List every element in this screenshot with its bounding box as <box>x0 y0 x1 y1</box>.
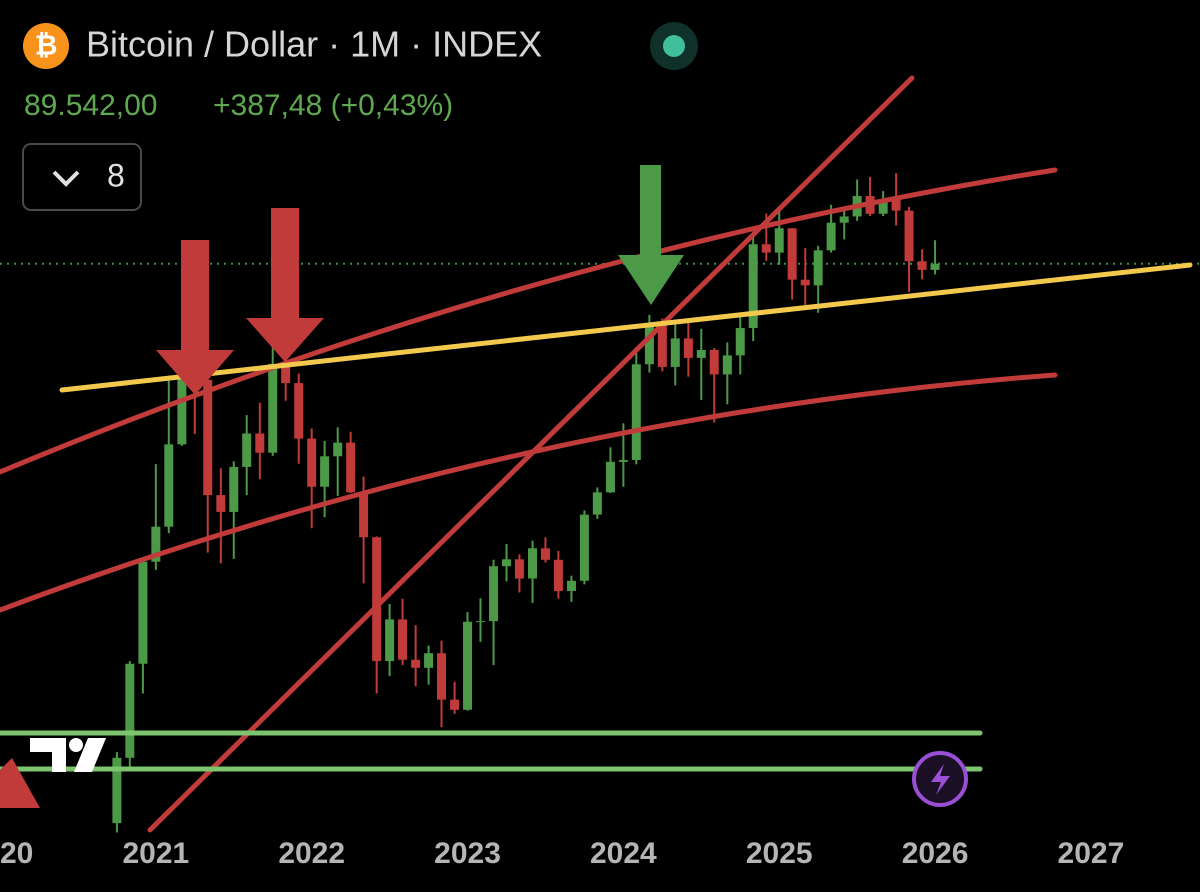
candle-body <box>151 526 161 562</box>
candle-body <box>164 444 174 527</box>
candle-body <box>761 244 771 253</box>
candle-body <box>735 328 745 356</box>
x-tick-label: 2023 <box>434 837 501 870</box>
candle-body <box>268 363 278 453</box>
candle-body <box>320 456 330 487</box>
candle-body <box>475 621 485 623</box>
candle-body <box>203 379 213 496</box>
candle-body <box>618 460 628 462</box>
last-price: 89.542,00 <box>24 89 157 122</box>
candle-body <box>372 537 382 662</box>
coin-icon <box>23 23 69 69</box>
candle-body <box>800 279 810 286</box>
candle-body <box>553 559 563 591</box>
candle-body <box>514 559 524 579</box>
indicator-count: 8 <box>107 157 125 193</box>
candle-body <box>489 566 499 622</box>
indicators-toggle[interactable] <box>22 143 142 211</box>
down-arrow <box>618 165 684 305</box>
logo-part <box>74 738 106 772</box>
candle-body <box>670 338 680 367</box>
candle-body <box>917 261 927 270</box>
trend-curve <box>0 167 1058 475</box>
candle-body <box>229 466 239 512</box>
chevron <box>52 170 80 187</box>
down-arrow <box>156 240 234 395</box>
candle-body <box>307 438 317 487</box>
candle-body <box>839 216 849 223</box>
candle-body <box>411 659 421 668</box>
candle-body <box>424 653 434 668</box>
drawings <box>0 75 1193 833</box>
tradingview-logo <box>30 738 106 772</box>
candle-body <box>540 548 550 560</box>
candle-body <box>216 495 226 512</box>
x-tick-label: 2024 <box>590 837 657 870</box>
candle-body <box>709 350 719 375</box>
candle-body <box>605 461 615 493</box>
candle-body <box>138 561 148 664</box>
candle-body <box>748 244 758 329</box>
support-line <box>59 262 1193 393</box>
candle-body <box>644 323 654 365</box>
candle-body <box>528 548 538 579</box>
candle-body <box>904 210 914 262</box>
candle-body <box>177 374 187 445</box>
marker <box>0 758 40 808</box>
candle-body <box>359 492 369 538</box>
candle-body <box>437 653 447 700</box>
candle-body <box>294 383 304 439</box>
flash-icon <box>931 764 950 795</box>
candle-body <box>657 323 667 367</box>
candle-body <box>566 580 576 591</box>
candles <box>0 173 1200 833</box>
price-change: +387,48 (+0,43%) <box>213 89 453 122</box>
candle-body <box>631 364 641 461</box>
x-tick-label: 2025 <box>746 837 813 870</box>
candle-body <box>930 263 940 270</box>
x-tick-label: 2027 <box>1058 837 1125 870</box>
symbol-title: Bitcoin / Dollar · 1M · INDEX <box>86 24 542 65</box>
candle-body <box>398 619 408 660</box>
candle-body <box>579 514 589 581</box>
x-tick-label: 2021 <box>122 837 189 870</box>
candle-body <box>242 433 252 467</box>
trend-curve <box>0 372 1058 613</box>
candle-body <box>255 433 265 453</box>
candle-body <box>450 699 460 710</box>
candle-body <box>463 621 473 710</box>
candle-body <box>813 250 823 286</box>
x-axis: 20 2021 2022 2023 2024 2025 2026 2027 <box>0 830 1124 870</box>
x-tick-label: 2022 <box>278 837 345 870</box>
candle-body <box>696 350 706 358</box>
candle-body <box>346 442 356 493</box>
x-tick-label: 20 <box>0 837 33 870</box>
candle-body <box>683 338 693 358</box>
candle-body <box>281 363 291 384</box>
candle-body <box>826 222 836 251</box>
candle-body <box>722 355 732 375</box>
coin-symbol: ₿ <box>35 29 58 60</box>
candle-body <box>878 199 888 214</box>
status-dot <box>663 35 685 57</box>
candle-body <box>774 228 784 253</box>
candle-body <box>125 663 135 758</box>
candle-body <box>891 199 901 211</box>
candle-body <box>333 442 343 457</box>
x-tick-label: 2026 <box>902 837 969 870</box>
down-arrow <box>246 208 324 362</box>
candle-body <box>385 619 395 662</box>
candle-body <box>592 492 602 515</box>
candle-body <box>787 228 797 280</box>
arrows <box>156 165 684 395</box>
logo-part <box>30 738 66 772</box>
candle-body <box>112 757 122 824</box>
logo-part <box>69 738 83 752</box>
candle-body <box>501 559 511 567</box>
